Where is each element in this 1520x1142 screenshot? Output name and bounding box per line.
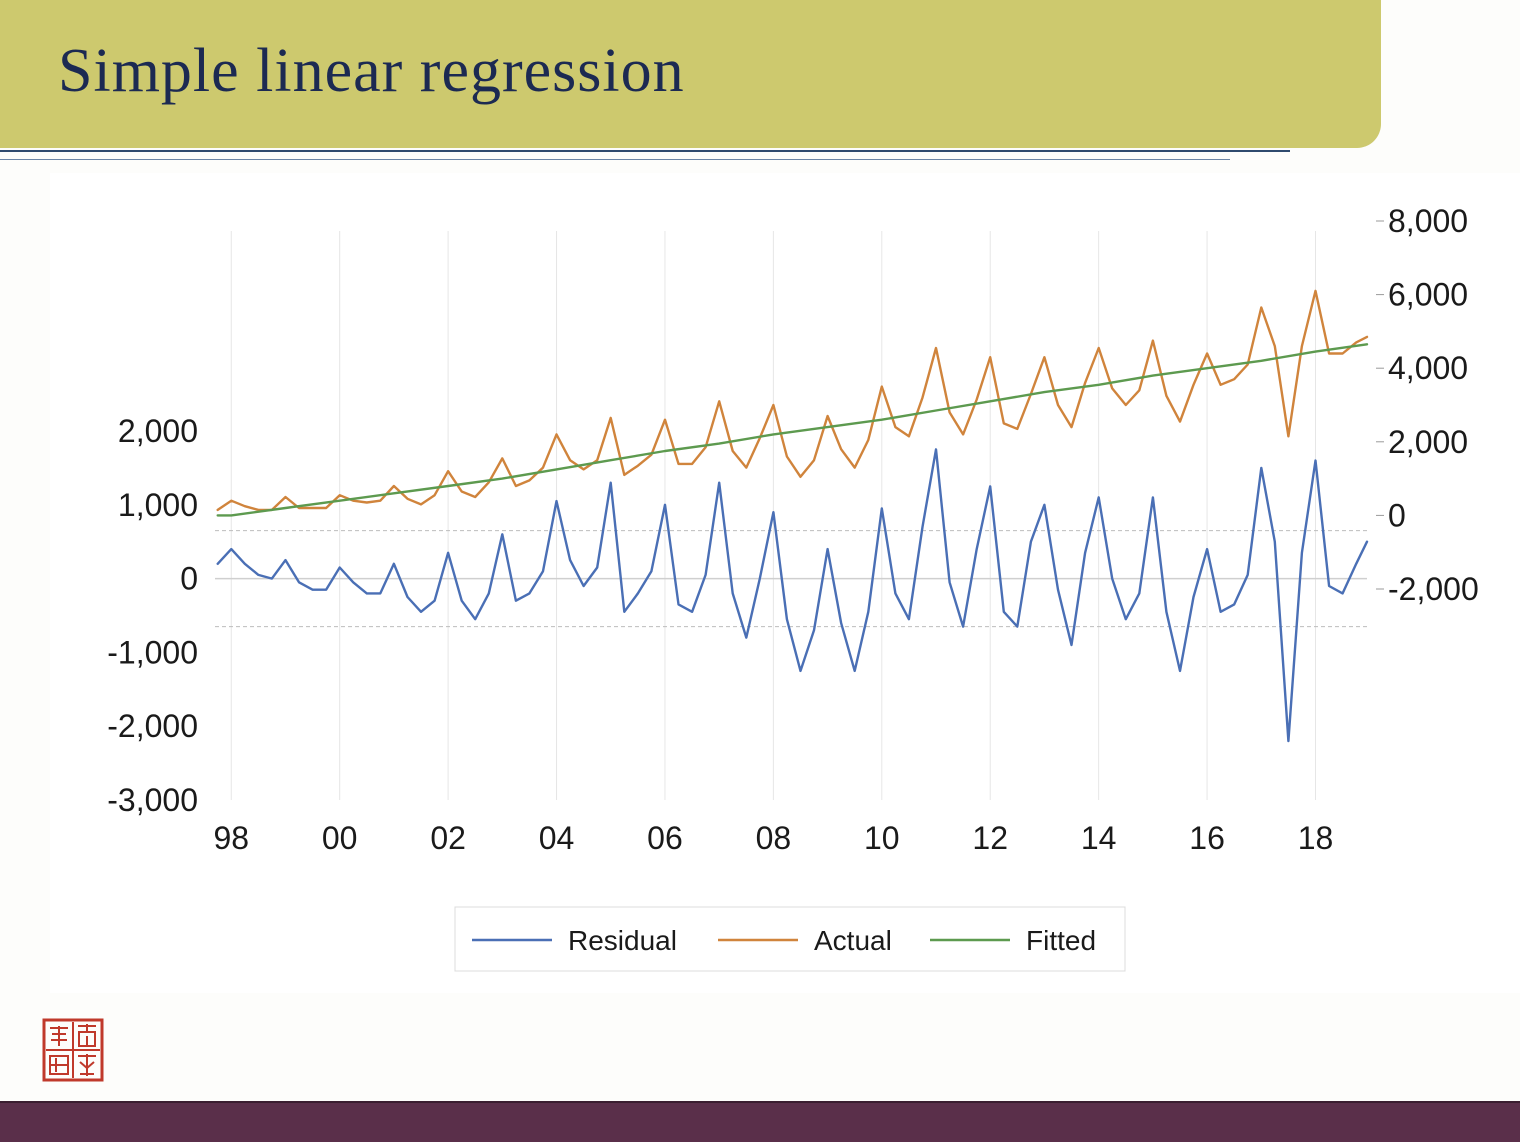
left-axis-tick-label: 0 [180, 561, 198, 597]
chart-panel: 98 00 02 04 06 08 10 12 14 16 18 -3,000 -2,000 -1,000… [50, 173, 1520, 993]
title-bar: Simple linear regression [0, 0, 1381, 148]
series-line-residual [216, 448, 1369, 743]
legend-label-actual: Actual [814, 925, 892, 956]
regression-chart: 98 00 02 04 06 08 10 12 14 16 18-3,000-2,000-1,000… [107, 203, 1479, 972]
series-line-actual [216, 289, 1369, 512]
legend-label-residual: Residual [568, 925, 677, 956]
x-tick-label: 98 [213, 820, 249, 856]
x-tick-label: 16 [1189, 820, 1225, 856]
left-axis-tick-label: -3,000 [107, 782, 198, 818]
left-axis-tick-label: -1,000 [107, 634, 198, 670]
slide-title: Simple linear regression [58, 37, 685, 105]
x-tick-label: 18 [1298, 820, 1334, 856]
x-tick-label: 04 [539, 820, 575, 856]
x-tick-label: 08 [756, 820, 792, 856]
x-tick-label: 14 [1081, 820, 1117, 856]
divider-line-thin [0, 159, 1230, 160]
x-tick-label: 12 [972, 820, 1008, 856]
x-tick-label: 06 [647, 820, 683, 856]
right-axis-tick-label: 0 [1388, 497, 1406, 533]
divider-line [0, 150, 1290, 152]
left-axis-tick-label: 1,000 [118, 487, 198, 523]
x-tick-label: 00 [322, 820, 358, 856]
right-axis-tick-label: 2,000 [1388, 424, 1468, 460]
seal-stamp-icon [42, 1018, 104, 1082]
series-line-fitted [216, 343, 1369, 517]
footer-bar [0, 1101, 1520, 1142]
right-axis-tick-label: -2,000 [1388, 571, 1479, 607]
x-tick-label: 10 [864, 820, 900, 856]
left-axis-tick-label: -2,000 [107, 708, 198, 744]
legend-label-fitted: Fitted [1026, 925, 1096, 956]
right-axis-tick-label: 4,000 [1388, 350, 1468, 386]
right-axis-tick-label: 8,000 [1388, 203, 1468, 239]
left-axis-tick-label: 2,000 [118, 413, 198, 449]
x-tick-label: 02 [430, 820, 466, 856]
right-axis-tick-label: 6,000 [1388, 277, 1468, 313]
